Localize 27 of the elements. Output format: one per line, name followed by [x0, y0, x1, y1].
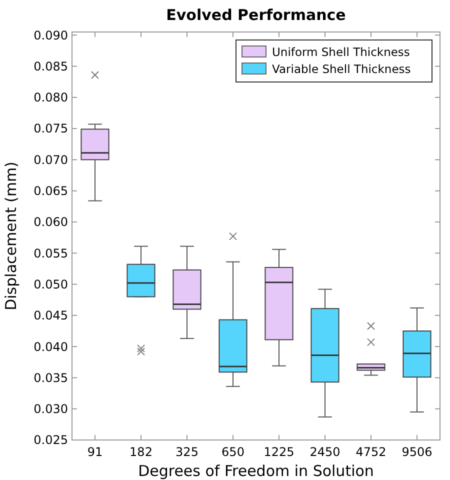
y-tick-label: 0.090 [34, 28, 68, 42]
y-tick-label: 0.035 [34, 370, 68, 385]
x-axis-title: Degrees of Freedom in Solution [138, 462, 374, 480]
x-tick-label: 1225 [264, 445, 294, 459]
x-tick-label: 9506 [402, 445, 432, 459]
x-tick-label: 325 [176, 445, 198, 459]
y-tick-label: 0.070 [34, 152, 68, 167]
y-tick-label: 0.080 [34, 90, 68, 105]
y-tick-label: 0.065 [34, 184, 68, 198]
y-tick-label: 0.055 [34, 246, 68, 260]
x-tick-label: 2450 [310, 445, 340, 459]
y-tick-label: 0.075 [34, 122, 68, 136]
x-tick-label: 91 [87, 445, 103, 459]
y-tick-label: 0.085 [34, 59, 68, 74]
y-tick-label: 0.040 [34, 340, 68, 354]
y-tick-label: 0.060 [34, 215, 68, 230]
chart-title: Evolved Performance [166, 6, 346, 24]
y-tick-label: 0.025 [34, 433, 68, 448]
x-tick-label: 4752 [356, 445, 386, 459]
y-tick-label: 0.050 [34, 277, 68, 292]
y-axis-title: Displacement (mm) [2, 162, 20, 310]
x-tick-label: 650 [222, 445, 244, 459]
x-tick-label: 182 [130, 445, 152, 459]
y-tick-label: 0.030 [34, 402, 68, 416]
legend-label: Variable Shell Thickness [272, 62, 411, 76]
legend-label: Uniform Shell Thickness [272, 45, 410, 60]
y-tick-label: 0.045 [34, 308, 68, 323]
